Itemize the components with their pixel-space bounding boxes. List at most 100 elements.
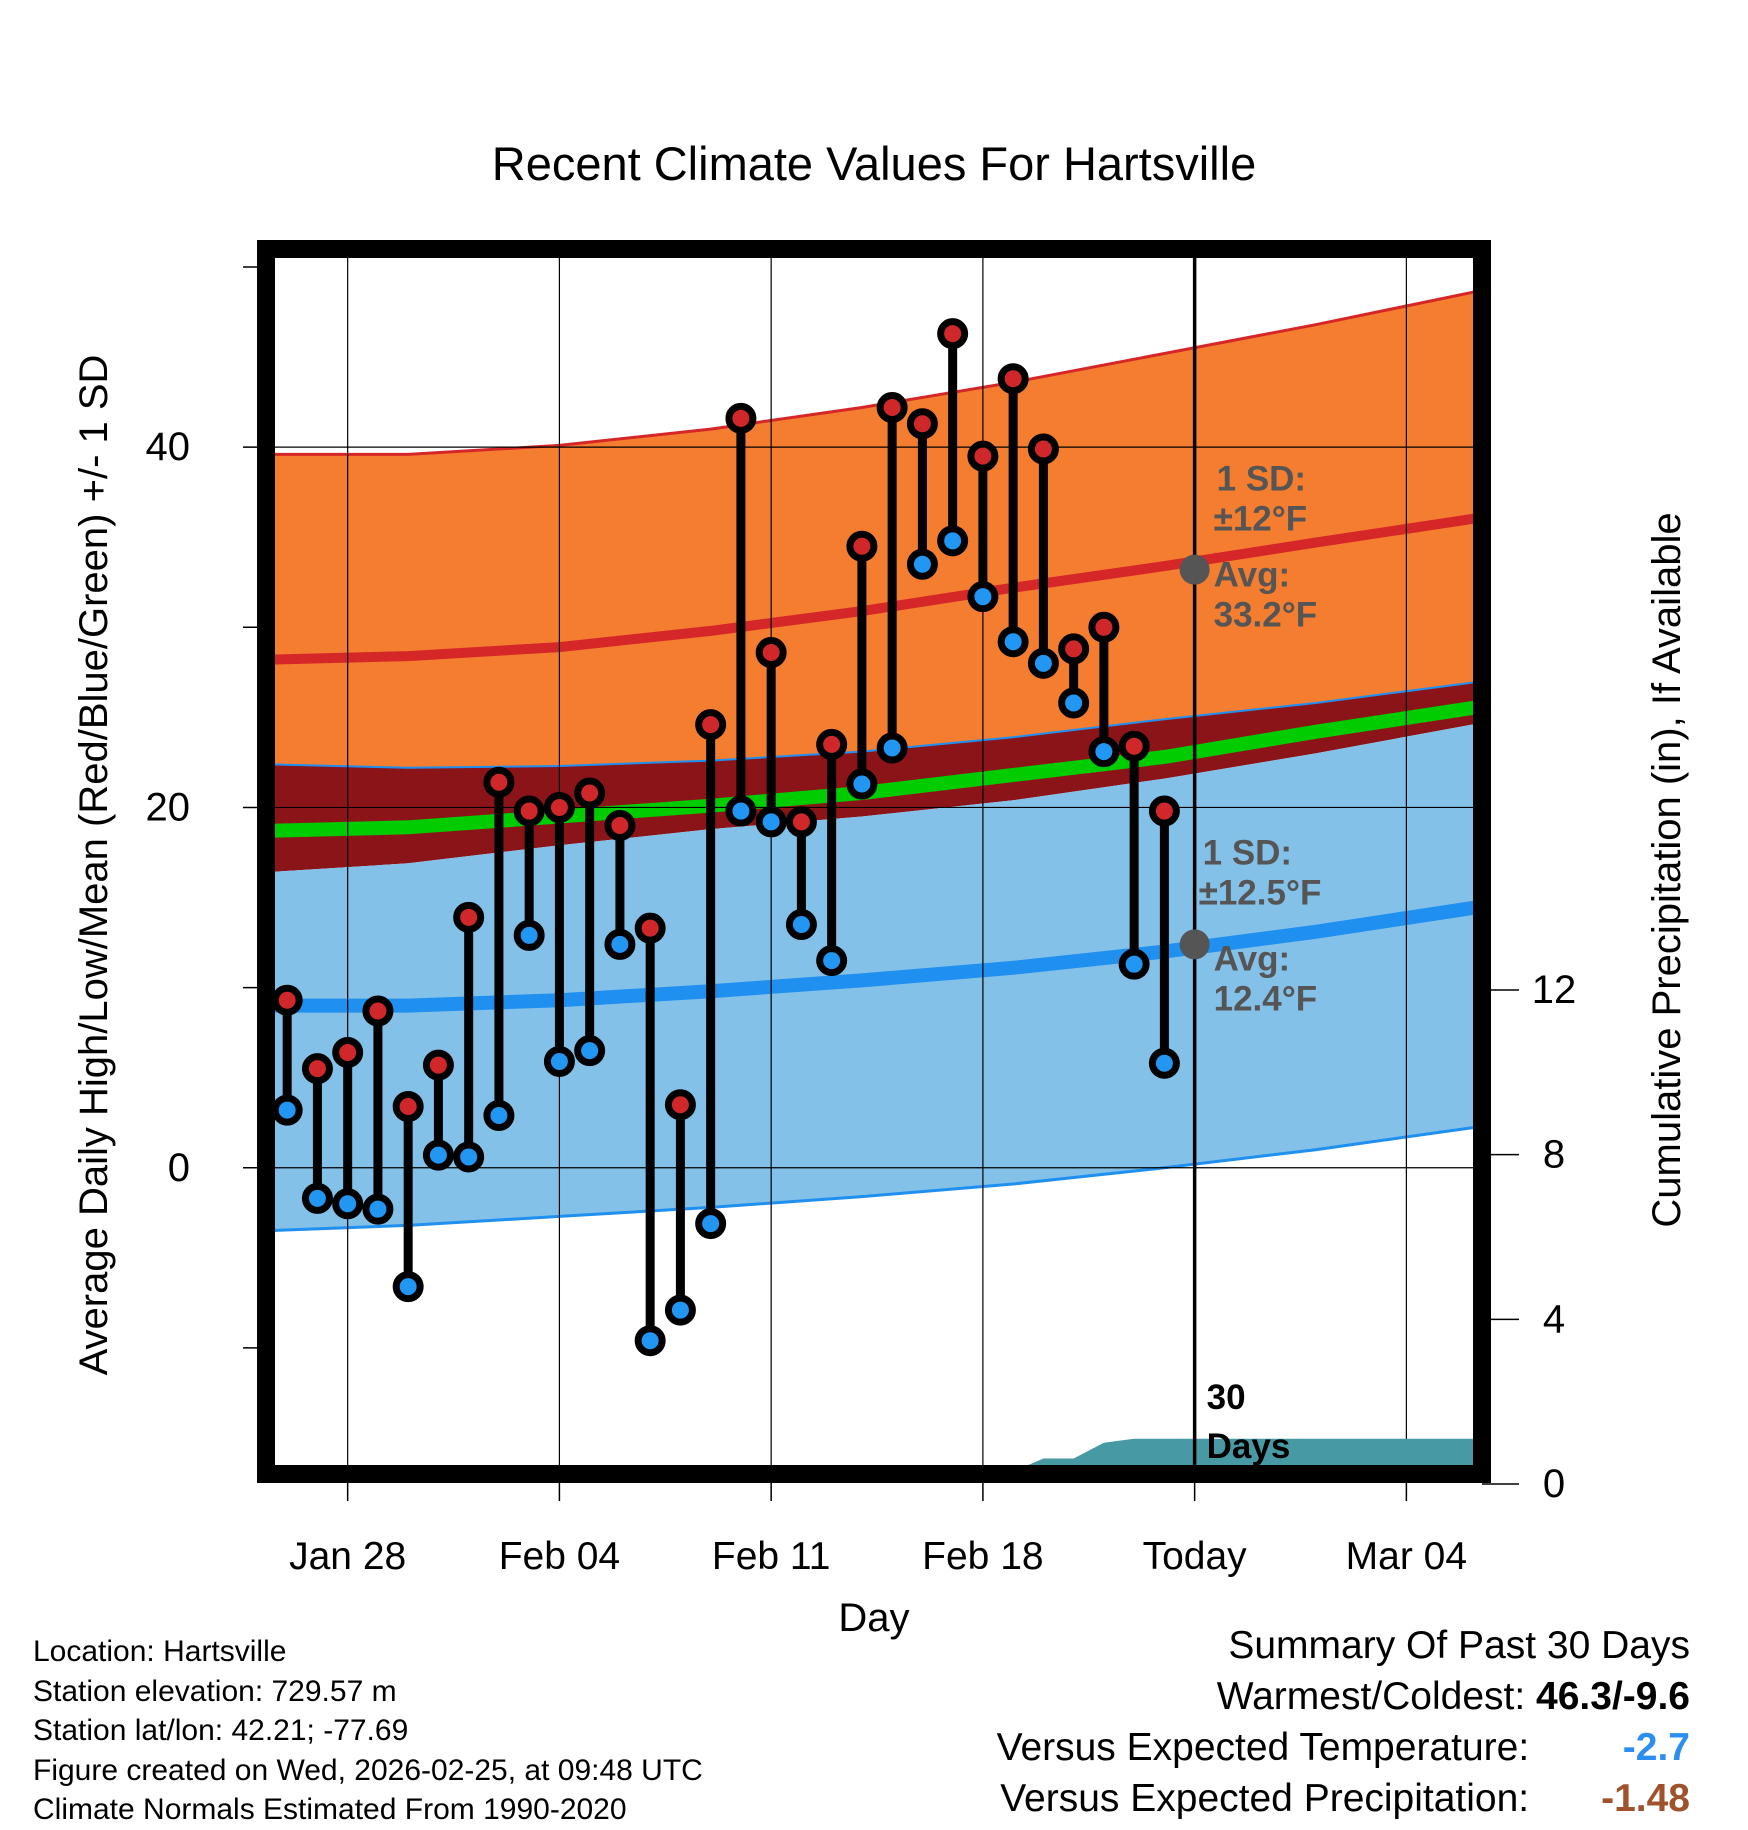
y-left-tick-label: 20 xyxy=(146,785,191,829)
y-right-tick-label: 0 xyxy=(1543,1462,1565,1506)
daily-high-point xyxy=(362,995,394,1027)
daily-low-point xyxy=(543,1045,575,1077)
daily-high-point xyxy=(725,402,757,434)
low-lower-line xyxy=(266,1124,1482,1233)
location-text: Location: Hartsville xyxy=(33,1635,287,1668)
warmest-value: 46.3/-9.6 xyxy=(1536,1675,1690,1718)
precip-value: -1.48 xyxy=(1601,1777,1690,1820)
daily-high-point xyxy=(785,806,817,838)
high-avg-value: 33.2°F xyxy=(1214,596,1318,635)
summary-panel: Summary Of Past 30 Days Warmest/Coldest:… xyxy=(997,1620,1690,1824)
precip-label-number: 30 xyxy=(1207,1378,1246,1417)
daily-low-point xyxy=(634,1325,666,1357)
daily-low-point xyxy=(725,795,757,827)
daily-low-point xyxy=(271,1094,303,1126)
high-sd-value: ±12°F xyxy=(1214,500,1308,539)
daily-low-point xyxy=(453,1141,485,1173)
daily-high-point xyxy=(1058,633,1090,665)
daily-high-point xyxy=(543,791,575,823)
high-avg-marker xyxy=(1179,554,1210,585)
daily-low-point xyxy=(846,768,878,800)
daily-high-point xyxy=(846,530,878,562)
temp-label: Versus Expected Temperature: xyxy=(996,1726,1530,1769)
y-left-axis-title: Average Daily High/Low/Mean (Red/Blue/Gr… xyxy=(72,355,116,1376)
daily-high-point xyxy=(483,766,515,798)
latlon-text: Station lat/lon: 42.21; -77.69 xyxy=(33,1714,409,1747)
x-tick-label: Feb 11 xyxy=(712,1535,831,1578)
low-avg-marker xyxy=(1179,929,1210,960)
daily-low-point xyxy=(1148,1047,1180,1079)
daily-high-point xyxy=(997,363,1029,395)
daily-low-point xyxy=(695,1208,727,1240)
daily-low-point xyxy=(816,945,848,977)
y-left-tick-label: 0 xyxy=(168,1146,190,1190)
daily-low-point xyxy=(906,548,938,580)
daily-low-point xyxy=(604,928,636,960)
daily-high-point xyxy=(1148,795,1180,827)
daily-low-point xyxy=(574,1035,606,1067)
daily-high-point xyxy=(574,777,606,809)
daily-high-point xyxy=(1118,730,1150,762)
daily-low-point xyxy=(1118,948,1150,980)
y-left-tick-label: 40 xyxy=(146,425,191,469)
x-tick-label: Feb 04 xyxy=(499,1535,620,1578)
precip-label-days: Days xyxy=(1207,1427,1291,1466)
warmest-label: Warmest/Coldest: xyxy=(1216,1675,1526,1718)
daily-low-point xyxy=(1027,647,1059,679)
daily-high-point xyxy=(937,318,969,350)
station-info: Location: Hartsville Station elevation: … xyxy=(33,1632,703,1830)
daily-low-point xyxy=(1088,736,1120,768)
chart-title: Recent Climate Values For Hartsville xyxy=(492,137,1256,190)
y-right-tick-label: 12 xyxy=(1532,968,1577,1012)
normal-low-line xyxy=(266,899,1482,1013)
temp-value: -2.7 xyxy=(1622,1726,1690,1769)
daily-low-point xyxy=(785,909,817,941)
daily-high-point xyxy=(967,440,999,472)
daily-high-point xyxy=(816,728,848,760)
daily-high-point xyxy=(634,912,666,944)
high-upper-line xyxy=(266,288,1482,456)
daily-low-point xyxy=(937,525,969,557)
y-right-axis-title: Cumulative Precipitation (in), If Availa… xyxy=(1645,512,1689,1227)
daily-high-point xyxy=(422,1049,454,1081)
daily-high-point xyxy=(876,392,908,424)
plot-area xyxy=(266,249,1482,1474)
daily-low-point xyxy=(483,1100,515,1132)
daily-high-point xyxy=(1088,611,1120,643)
daily-low-point xyxy=(422,1139,454,1171)
warmest-row: Warmest/Coldest: 46.3/-9.6 xyxy=(997,1671,1690,1722)
daily-low-point xyxy=(664,1294,696,1326)
high-avg-label: Avg: xyxy=(1214,556,1290,595)
daily-high-point xyxy=(513,795,545,827)
elevation-text: Station elevation: 729.57 m xyxy=(33,1674,397,1708)
low-avg-value: 12.4°F xyxy=(1214,979,1318,1018)
high-sd-label: 1 SD: xyxy=(1217,460,1306,499)
y-right-tick-label: 8 xyxy=(1543,1133,1565,1177)
daily-high-point xyxy=(755,637,787,669)
daily-high-point xyxy=(664,1089,696,1121)
daily-high-point xyxy=(1027,433,1059,465)
created-text: Figure created on Wed, 2026-02-25, at 09… xyxy=(33,1753,703,1787)
x-tick-label: Today xyxy=(1143,1535,1248,1578)
precip-label: Versus Expected Precipitation: xyxy=(1000,1777,1530,1820)
temp-row: Versus Expected Temperature: -2.7 xyxy=(997,1722,1690,1773)
daily-low-point xyxy=(1058,687,1090,719)
daily-high-point xyxy=(392,1091,424,1122)
low-sd-label: 1 SD: xyxy=(1203,833,1292,872)
daily-high-point xyxy=(332,1036,364,1068)
daily-low-point xyxy=(997,626,1029,658)
daily-high-point xyxy=(453,901,485,933)
daily-high-point xyxy=(604,809,636,841)
x-axis-title: Day xyxy=(838,1596,909,1640)
x-tick-label: Jan 28 xyxy=(289,1535,406,1578)
summary-title: Summary Of Past 30 Days xyxy=(1228,1624,1690,1667)
daily-high-point xyxy=(906,408,938,440)
daily-low-point xyxy=(362,1193,394,1225)
x-tick-label: Mar 04 xyxy=(1346,1535,1467,1578)
daily-low-point xyxy=(301,1182,333,1214)
normals-text: Climate Normals Estimated From 1990-2020 xyxy=(33,1793,627,1826)
daily-high-point xyxy=(271,984,303,1016)
low-sd-value: ±12.5°F xyxy=(1199,873,1322,912)
daily-low-point xyxy=(392,1271,424,1303)
